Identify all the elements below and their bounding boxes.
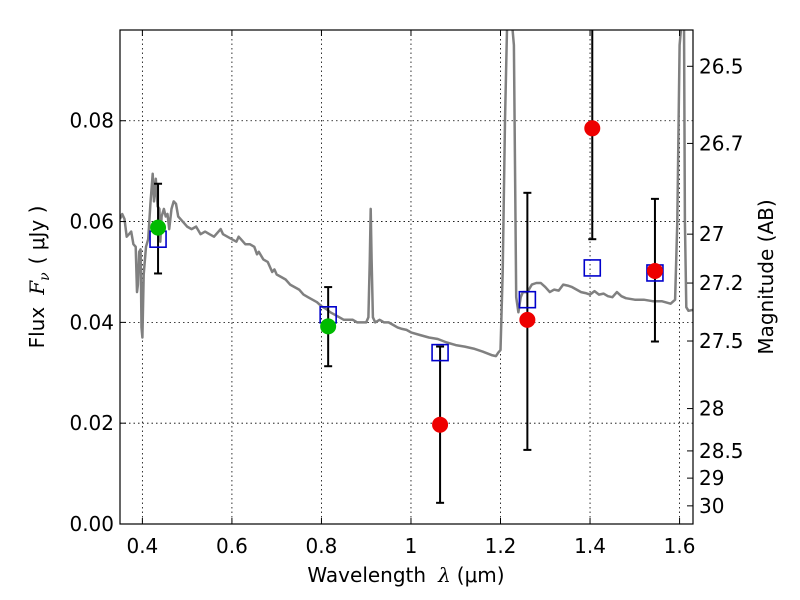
x-axis-label: Wavelength λ (μm) bbox=[307, 563, 504, 587]
y2-tick-label: 29 bbox=[699, 466, 724, 490]
y-axis-label: FluxFν( μJy ) bbox=[25, 206, 53, 349]
errorbars bbox=[154, 30, 659, 504]
y-tick-label: 0.04 bbox=[69, 310, 114, 334]
x-axis-ticks: 0.4 0.6 0.8 1 1.2 1.4 1.6 bbox=[126, 30, 695, 558]
x-tick-label: 1.6 bbox=[664, 534, 696, 558]
y2-tick-label: 28 bbox=[699, 397, 724, 421]
y2-tick-label: 27.5 bbox=[699, 329, 744, 353]
model-photometry-square bbox=[518, 290, 537, 309]
y-axis-ticks: 0.00 0.02 0.04 0.06 0.08 bbox=[69, 109, 126, 536]
plot-frame bbox=[119, 29, 694, 525]
y-tick-label: 0.02 bbox=[69, 411, 114, 435]
spectrum-line bbox=[120, 30, 693, 358]
y-tick-label: 0.06 bbox=[69, 210, 114, 234]
y2-tick-label: 27.2 bbox=[699, 271, 744, 295]
red-data-point bbox=[584, 120, 601, 137]
green-data-point bbox=[150, 219, 167, 236]
observed-points bbox=[150, 120, 663, 433]
red-data-point bbox=[646, 262, 663, 279]
y2-axis-ticks: 26.5 26.7 27 27.2 27.5 28 28.5 29 30 bbox=[687, 54, 744, 518]
y2-tick-label: 26.5 bbox=[699, 54, 744, 78]
y2-tick-label: 26.7 bbox=[699, 131, 744, 155]
x-tick-label: 1.4 bbox=[574, 534, 606, 558]
red-data-point bbox=[432, 416, 449, 433]
green-data-point bbox=[320, 318, 337, 335]
y2-axis-label: Magnitude (AB) bbox=[754, 199, 778, 354]
y2-tick-label: 28.5 bbox=[699, 439, 744, 463]
x-tick-label: 1 bbox=[405, 534, 418, 558]
x-tick-label: 1.2 bbox=[485, 534, 517, 558]
y2-tick-label: 27 bbox=[699, 222, 724, 246]
y-tick-label: 0.08 bbox=[69, 109, 114, 133]
y2-tick-label: 30 bbox=[699, 494, 724, 518]
y-tick-label: 0.00 bbox=[69, 512, 114, 536]
model-photometry-squares bbox=[149, 230, 664, 362]
grid bbox=[120, 30, 693, 525]
x-tick-label: 0.4 bbox=[126, 534, 158, 558]
x-tick-label: 0.6 bbox=[216, 534, 248, 558]
x-tick-label: 0.8 bbox=[306, 534, 338, 558]
model-photometry-square bbox=[431, 343, 449, 362]
model-photometry-square bbox=[583, 259, 602, 277]
red-data-point bbox=[519, 311, 536, 328]
